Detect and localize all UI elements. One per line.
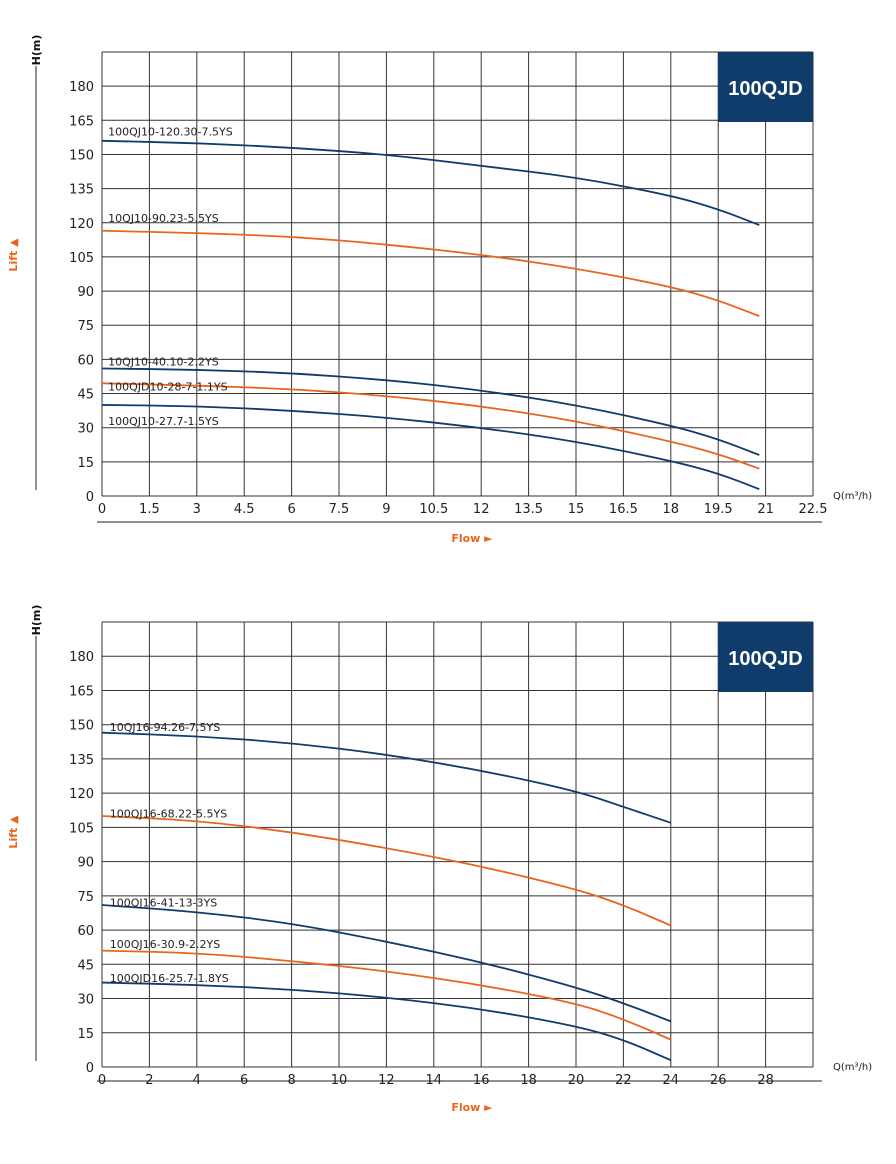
y-tick-label: 90 (77, 856, 94, 871)
y-tick-label: 165 (69, 684, 94, 699)
y-tick-label: 135 (69, 183, 94, 198)
series-line (101, 382, 760, 470)
x-tick-label: 4.5 (234, 502, 255, 517)
series-line (101, 815, 672, 927)
y-tick-label: 0 (86, 490, 94, 505)
x-tick-label: 7.5 (329, 502, 350, 517)
x-tick-label: 10.5 (419, 502, 448, 517)
y-tick-label: 45 (77, 388, 94, 403)
series-line (101, 367, 760, 456)
model-badge (718, 622, 813, 692)
chart-1: 0 15 30 45 60 75 90 105 120 135 150 165 180 0 1.5 3 4.5 6… (7, 35, 872, 545)
x-tick-label: 19.5 (704, 502, 733, 517)
series-line (101, 731, 672, 824)
x-tick-label: 12 (473, 502, 490, 517)
x-axis-title: Flow ► (451, 1101, 493, 1114)
series-label: 100QJ16-41-13-3YS (110, 897, 218, 910)
y-axis-side-title: Lift ▲ (7, 815, 20, 849)
y-tick-label: 120 (69, 787, 94, 802)
y-tick-label: 150 (69, 148, 94, 163)
x-unit-label: Q(m³/h) (833, 1062, 872, 1073)
y-tick-label: 0 (86, 1061, 94, 1076)
y-tick-label: 30 (77, 422, 94, 437)
series-label: 100QJ10-27.7-1.5YS (108, 415, 219, 428)
x-tick-label: 1.5 (139, 502, 160, 517)
y-tick-label: 60 (77, 924, 94, 939)
x-tick-label: 21 (757, 502, 774, 517)
x-tick-label: 22.5 (799, 502, 828, 517)
series-label: 100QJ16-30.9-2.2YS (110, 938, 221, 951)
y-tick-label: 60 (77, 353, 94, 368)
model-badge-text: 100QJD (728, 78, 803, 100)
x-tick-label: 6 (287, 502, 295, 517)
y-tick-label: 105 (69, 251, 94, 266)
series-line (101, 229, 760, 317)
y-axis-title: H(m) (30, 605, 43, 636)
x-unit-label: Q(m³/h) (833, 491, 872, 502)
series-line (101, 904, 672, 1023)
y-tick-label: 30 (77, 993, 94, 1008)
y-tick-label: 150 (69, 719, 94, 734)
y-axis-side-title: Lift ▲ (7, 238, 20, 272)
y-tick-label: 15 (77, 1027, 94, 1042)
y-tick-label: 75 (77, 890, 94, 905)
y-tick-label: 45 (77, 958, 94, 973)
series-label: 10QJ16-94.26-7.5YS (110, 721, 221, 734)
x-tick-label: 9 (382, 502, 390, 517)
y-tick-label: 15 (77, 456, 94, 471)
x-tick-label: 3 (193, 502, 201, 517)
x-tick-label: 15 (568, 502, 585, 517)
y-tick-label: 180 (69, 650, 94, 665)
y-tick-label: 180 (69, 80, 94, 95)
y-tick-label: 120 (69, 217, 94, 232)
x-tick-label: 18 (663, 502, 680, 517)
y-tick-label: 165 (69, 114, 94, 129)
series-label: 100QJD16-25.7-1.8YS (110, 972, 229, 985)
model-badge (718, 52, 813, 122)
series-label: 10QJ10-40.10-2.2YS (108, 356, 219, 369)
series-line (101, 981, 672, 1061)
x-tick-label: 13.5 (514, 502, 543, 517)
y-tick-label: 135 (69, 753, 94, 768)
x-tick-label: 16.5 (609, 502, 638, 517)
series-label: 100QJ10-120.30-7.5YS (108, 126, 233, 139)
series-label: 100QJD10-28-7-1.1YS (108, 381, 227, 394)
series-line (101, 404, 760, 491)
y-axis-title: H(m) (30, 35, 43, 66)
y-tick-label: 75 (77, 319, 94, 334)
x-axis-title: Flow ► (451, 532, 493, 545)
x-tick-label: 0 (98, 502, 106, 517)
series-label: 100QJ16-68.22-5.5YS (110, 808, 228, 821)
series-line (101, 949, 672, 1041)
series-label: 10QJ10-90.23-5.5YS (108, 212, 219, 225)
model-badge-text: 100QJD (728, 648, 803, 670)
y-tick-label: 105 (69, 821, 94, 836)
y-tick-label: 90 (77, 285, 94, 300)
series-line (101, 139, 760, 226)
